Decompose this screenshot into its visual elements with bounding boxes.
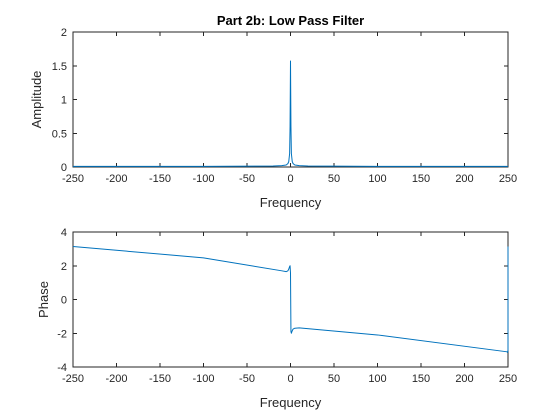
phase-x-tick-label: -200 xyxy=(105,373,127,385)
amplitude-x-tick-label: -100 xyxy=(192,173,214,185)
phase-x-tick-label: -100 xyxy=(192,373,214,385)
phase-y-tick-label: -2 xyxy=(57,328,67,340)
chart-title: Part 2b: Low Pass Filter xyxy=(217,13,364,28)
amplitude-x-tick-label: -250 xyxy=(62,173,84,185)
phase-axes: Frequency Phase -250 -200 -150 -100 -50 0 50 10… xyxy=(36,227,517,410)
amplitude-x-tick-label: 100 xyxy=(368,173,386,185)
amplitude-x-tick-label: 150 xyxy=(412,173,430,185)
amplitude-ticks: -250 -200 -150 -100 -50 0 50 100 150 200 250 0 0.5 1 1… xyxy=(52,27,517,185)
amplitude-x-tick-label: 250 xyxy=(499,173,517,185)
phase-y-tick-label: 0 xyxy=(61,295,67,307)
phase-y-axis-label: Phase xyxy=(36,281,51,318)
amplitude-x-tick-label: 200 xyxy=(455,173,473,185)
amplitude-y-tick-label: 0 xyxy=(61,162,67,174)
amplitude-x-tick-label: -50 xyxy=(239,173,255,185)
amplitude-x-tick-label: -150 xyxy=(149,173,171,185)
phase-y-tick-label: 2 xyxy=(61,261,67,273)
amplitude-y-tick-label: 1 xyxy=(61,95,67,107)
amplitude-axes: Part 2b: Low Pass Filter Frequency Ampli… xyxy=(29,13,517,210)
amplitude-y-tick-label: 0.5 xyxy=(52,128,67,140)
phase-x-tick-label: 150 xyxy=(412,373,430,385)
amplitude-series-line xyxy=(73,60,508,167)
phase-x-tick-label: -250 xyxy=(62,373,84,385)
phase-x-tick-label: 250 xyxy=(499,373,517,385)
phase-x-tick-label: 100 xyxy=(368,373,386,385)
phase-x-tick-label: 50 xyxy=(328,373,340,385)
phase-x-tick-label: 200 xyxy=(455,373,473,385)
amplitude-x-tick-label: 0 xyxy=(287,173,293,185)
phase-x-tick-label: 0 xyxy=(287,373,293,385)
phase-series-line xyxy=(72,246,509,353)
phase-x-axis-label: Frequency xyxy=(260,395,322,410)
phase-ticks: -250 -200 -150 -100 -50 0 50 100 150 200 250 -4 -2 0 2… xyxy=(57,227,517,385)
phase-y-tick-label: 4 xyxy=(61,227,67,239)
amplitude-y-tick-label: 2 xyxy=(61,27,67,39)
amplitude-y-tick-label: 1.5 xyxy=(52,61,67,73)
amplitude-x-tick-label: -200 xyxy=(105,173,127,185)
amplitude-y-axis-label: Amplitude xyxy=(29,71,44,129)
amplitude-x-tick-label: 50 xyxy=(328,173,340,185)
amplitude-x-axis-label: Frequency xyxy=(260,195,322,210)
phase-x-tick-label: -150 xyxy=(149,373,171,385)
phase-x-tick-label: -50 xyxy=(239,373,255,385)
phase-y-tick-label: -4 xyxy=(57,362,67,374)
